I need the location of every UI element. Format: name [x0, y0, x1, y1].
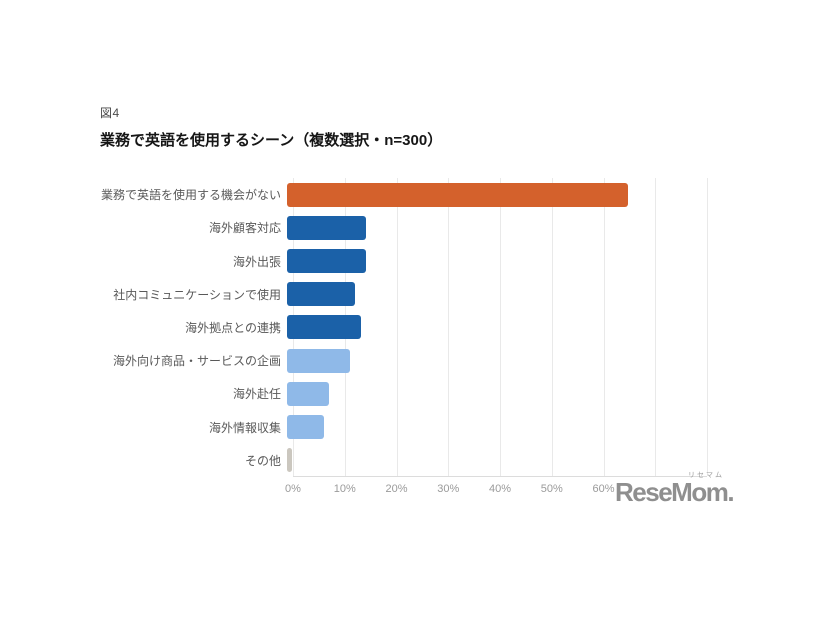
chart-row: 海外顧客対応 — [100, 211, 707, 244]
gridline-40 — [500, 178, 501, 476]
x-tick-label-30: 30% — [437, 483, 460, 495]
category-label: 海外拠点との連携 — [185, 320, 281, 335]
chart-row: 海外情報収集 — [100, 411, 707, 444]
bar-track — [287, 311, 707, 344]
chart-title: 業務で英語を使用するシーン（複数選択・n=300） — [100, 132, 443, 149]
chart-row: 業務で英語を使用する機会がない — [100, 178, 707, 211]
bar-track — [287, 244, 707, 277]
resemom-logo-ruby: リセマム — [688, 472, 724, 479]
bar-track — [287, 278, 707, 311]
chart-row: その他 — [100, 444, 707, 477]
bar-7 — [287, 415, 324, 440]
chart-row: 海外赴任 — [100, 377, 707, 410]
x-tick-label-10: 10% — [333, 483, 356, 495]
gridline-80 — [707, 178, 708, 476]
gridline-30 — [448, 178, 450, 476]
bar-1 — [287, 215, 366, 240]
bar-3 — [287, 282, 356, 307]
bar-6 — [287, 381, 329, 406]
x-tick-label-20: 20% — [385, 483, 408, 495]
gridline-60 — [603, 178, 605, 476]
resemom-logo-wordmark: ReseMom. — [615, 477, 735, 507]
category-label: 海外向け商品・サービスの企画 — [112, 354, 281, 369]
category-label: 海外情報収集 — [208, 420, 281, 435]
bar-track — [287, 377, 707, 410]
bar-track — [287, 411, 707, 444]
bar-0 — [287, 182, 629, 207]
category-label: その他 — [244, 453, 281, 468]
x-tick-label-60: 60% — [592, 483, 615, 495]
bar-track — [287, 211, 707, 244]
chart-row: 社内コミュニケーションで使用 — [100, 278, 707, 311]
chart-row: 海外出張 — [100, 244, 707, 277]
chart-row: 海外拠点との連携 — [100, 311, 707, 344]
bar-8 — [287, 448, 293, 473]
category-label: 海外顧客対応 — [208, 221, 281, 236]
figure-label: 図4 — [100, 106, 120, 120]
category-label: 海外出張 — [232, 254, 281, 269]
x-tick-label-50: 50% — [540, 483, 563, 495]
resemom-logo: リセマム ReseMom. — [615, 472, 740, 505]
bar-chart: 業務で英語を使用する機会がない 海外顧客対応 海外出張 社内コミュニケーションで使用海… — [100, 178, 708, 495]
bar-track — [287, 344, 707, 377]
bar-4 — [287, 315, 361, 340]
bar-track — [287, 444, 707, 477]
category-label: 業務で英語を使用する機会がない — [100, 188, 281, 203]
category-label: 社内コミュニケーションで使用 — [113, 287, 281, 302]
category-label: 海外赴任 — [232, 387, 281, 402]
bar-5 — [287, 348, 350, 373]
bar-2 — [287, 249, 366, 274]
x-tick-label-0: 0% — [285, 483, 301, 495]
gridline-70 — [655, 178, 657, 476]
bar-track — [287, 178, 707, 211]
chart-rows: 業務で英語を使用する機会がない 海外顧客対応 海外出張 社内コミュニケーションで使用海… — [100, 178, 707, 477]
x-tick-label-40: 40% — [488, 483, 512, 495]
gridline-20 — [396, 178, 398, 476]
gridline-50 — [551, 178, 553, 476]
chart-row: 海外向け商品・サービスの企画 — [100, 344, 707, 377]
x-axis: 0% 10% 20% 30% 40% 50% 60% — [285, 477, 707, 497]
